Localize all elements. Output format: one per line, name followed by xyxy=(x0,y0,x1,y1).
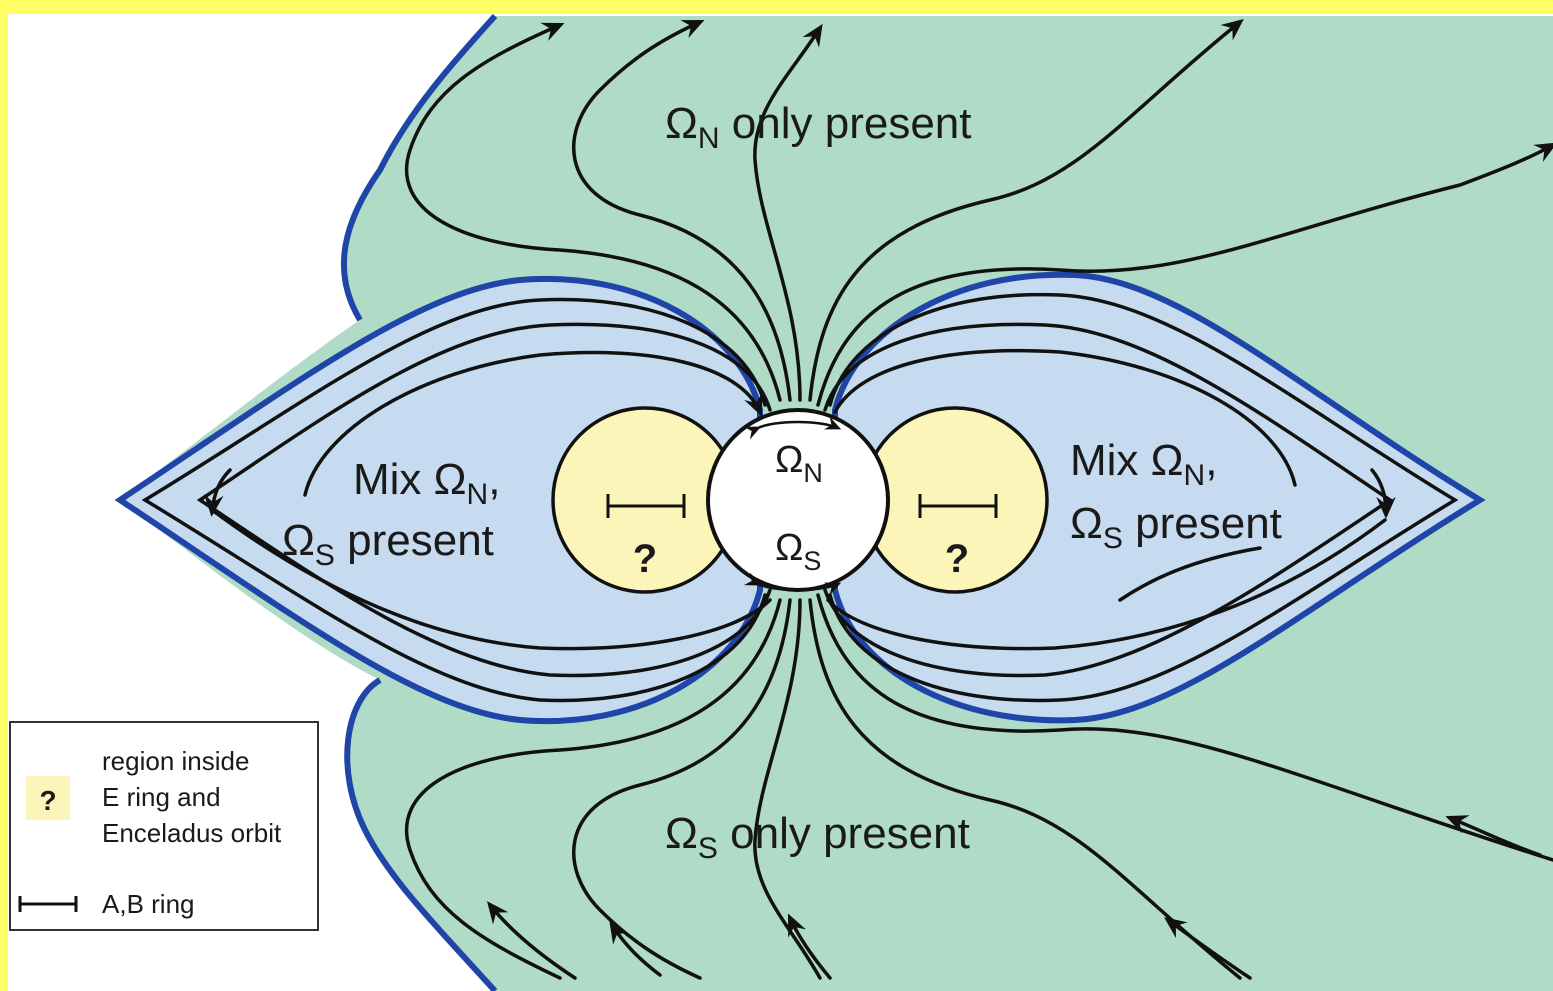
legend-ring-symbol xyxy=(18,896,78,912)
legend-ring-label: A,B ring xyxy=(102,889,195,919)
mix-right-line1: Mix ΩN, xyxy=(1070,436,1217,492)
mix-right-line2: ΩS present xyxy=(1070,499,1282,555)
field-line-north-3 xyxy=(753,23,823,402)
field-line-right-tail xyxy=(1118,546,1262,602)
unknown-mark-left: ? xyxy=(633,537,657,581)
ring-marker-right xyxy=(918,494,998,518)
field-line-south-2 xyxy=(572,598,792,980)
planet-south-arrows xyxy=(743,572,842,596)
legend-swatch-symbol: ? xyxy=(39,785,56,816)
outer-boundary-upper xyxy=(340,13,498,322)
field-line-north-4 xyxy=(808,18,1244,402)
legend-region-line3: Enceladus orbit xyxy=(102,818,282,848)
field-line-north-1 xyxy=(404,22,782,402)
unknown-mark-right: ? xyxy=(945,537,969,581)
field-line-south-4-arrow xyxy=(1164,917,1252,980)
field-line-south-5-arrow xyxy=(1445,815,1542,857)
field-line-south-4 xyxy=(808,598,1242,980)
field-line-south-1 xyxy=(404,598,782,980)
field-line-south-3-arrow xyxy=(787,913,832,980)
north-only-label: ΩN only present xyxy=(665,99,972,155)
field-line-north-5 xyxy=(816,142,1553,407)
field-line-right-4 xyxy=(826,518,1387,651)
field-line-south-5 xyxy=(816,593,1553,862)
field-line-left-2 xyxy=(196,322,772,678)
legend-region-line2: E ring and xyxy=(102,782,221,812)
legend-swatch xyxy=(26,776,70,820)
legend-region-line1: region inside xyxy=(102,746,249,776)
mix-left-line2: ΩS present xyxy=(282,516,494,572)
legend: ? region inside E ring and Enceladus orb… xyxy=(9,721,319,931)
field-line-left-3 xyxy=(303,350,763,497)
inner-region xyxy=(114,275,763,725)
outer-boundary-lower xyxy=(344,677,498,991)
field-line-right-3 xyxy=(833,348,1297,487)
planet-north-label: ΩN xyxy=(775,439,823,488)
ring-marker-left xyxy=(606,494,686,518)
field-line-left-1 xyxy=(141,297,767,703)
field-line-left-4 xyxy=(210,508,772,651)
planet-south-label: ΩS xyxy=(775,527,821,576)
legend-box xyxy=(9,721,319,931)
inner-region-right xyxy=(832,271,1486,724)
field-line-right-arrow xyxy=(1370,468,1396,519)
mix-left-line1: Mix ΩN, xyxy=(353,455,500,511)
field-line-south-1-arrow xyxy=(486,901,577,980)
planet-north-arrows xyxy=(743,416,842,440)
field-line-north-2 xyxy=(572,19,792,402)
field-line-left-arrow xyxy=(203,468,232,517)
south-only-label: ΩS only present xyxy=(665,809,970,865)
field-line-south-2-arrow xyxy=(609,920,662,977)
field-line-right-1 xyxy=(828,292,1459,703)
